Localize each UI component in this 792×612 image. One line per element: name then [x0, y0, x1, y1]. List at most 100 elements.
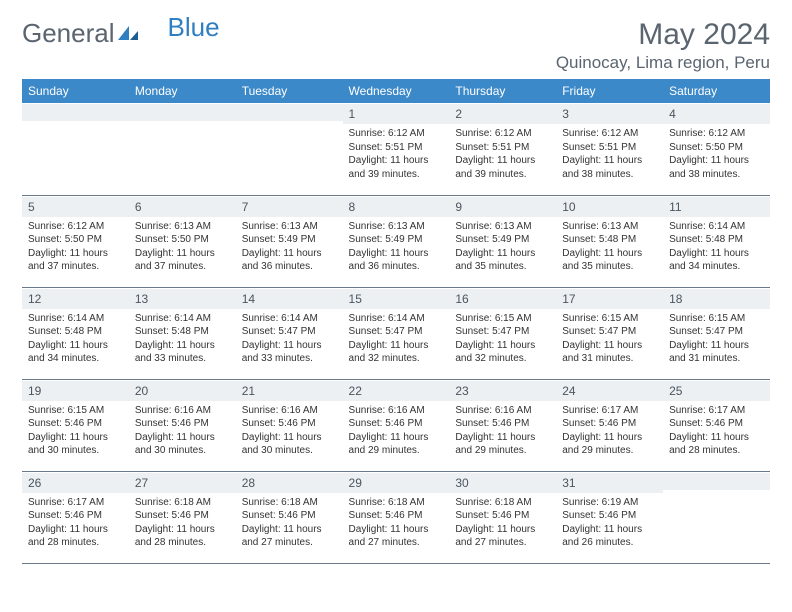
sunset-line: Sunset: 5:47 PM: [242, 326, 316, 337]
calendar-day-cell: 5Sunrise: 6:12 AMSunset: 5:50 PMDaylight…: [22, 195, 129, 287]
calendar-day-cell: 16Sunrise: 6:15 AMSunset: 5:47 PMDayligh…: [449, 287, 556, 379]
calendar-week-row: 12Sunrise: 6:14 AMSunset: 5:48 PMDayligh…: [22, 287, 770, 379]
day-number: 17: [556, 288, 663, 309]
day-body: [22, 121, 129, 179]
day-number: 12: [22, 288, 129, 309]
day-body: [129, 121, 236, 179]
daylight-line: Daylight: 11 hours and 30 minutes.: [242, 432, 322, 457]
sunrise-line: Sunrise: 6:14 AM: [242, 313, 318, 324]
weekday-header: Saturday: [663, 79, 770, 103]
day-body: Sunrise: 6:18 AMSunset: 5:46 PMDaylight:…: [236, 493, 343, 554]
calendar-day-cell: [663, 471, 770, 563]
sunrise-line: Sunrise: 6:14 AM: [135, 313, 211, 324]
day-body: [663, 490, 770, 548]
calendar-day-cell: 19Sunrise: 6:15 AMSunset: 5:46 PMDayligh…: [22, 379, 129, 471]
calendar-day-cell: 17 Sunrise: 6:15 AM Sunset: 5:47 PM Dayligh…: [556, 287, 663, 379]
calendar-day-cell: 28Sunrise: 6:18 AMSunset: 5:46 PMDayligh…: [236, 471, 343, 563]
day-body: [236, 121, 343, 179]
day-body: Sunrise: 6:16 AMSunset: 5:46 PMDaylight:…: [343, 401, 450, 462]
sunrise-line: Sunrise: 6:12 AM: [669, 128, 745, 139]
daylight-line: Daylight: 11 hours and 37 minutes.: [135, 248, 215, 273]
daylight-line: Daylight: 11 hours and 31 minutes.: [562, 340, 642, 365]
day-body: Sunrise: 6:13 AMSunset: 5:50 PMDaylight:…: [129, 217, 236, 278]
day-number: [129, 103, 236, 121]
sunset-line: Sunset: 5:48 PM: [135, 326, 209, 337]
day-body: Sunrise: 6:14 AMSunset: 5:48 PMDaylight:…: [22, 309, 129, 370]
location-subtitle: Quinocay, Lima region, Peru: [556, 53, 770, 73]
calendar-day-cell: 27Sunrise: 6:18 AMSunset: 5:46 PMDayligh…: [129, 471, 236, 563]
sunset-line: Sunset: 5:47 PM: [562, 326, 636, 337]
sunset-line: Sunset: 5:46 PM: [669, 418, 743, 429]
sunset-line: Sunset: 5:46 PM: [455, 418, 529, 429]
sunset-line: Sunset: 5:48 PM: [669, 234, 743, 245]
daylight-line: Daylight: 11 hours and 37 minutes.: [28, 248, 108, 273]
title-block: May 2024 Quinocay, Lima region, Peru: [556, 18, 770, 73]
sunset-line: Sunset: 5:49 PM: [349, 234, 423, 245]
day-number: 1: [343, 103, 450, 124]
sunrise-line: Sunrise: 6:14 AM: [28, 313, 104, 324]
calendar-day-cell: 13Sunrise: 6:14 AMSunset: 5:48 PMDayligh…: [129, 287, 236, 379]
calendar-day-cell: 30Sunrise: 6:18 AMSunset: 5:46 PMDayligh…: [449, 471, 556, 563]
sunset-line: Sunset: 5:46 PM: [28, 510, 102, 521]
calendar-day-cell: 21Sunrise: 6:16 AMSunset: 5:46 PMDayligh…: [236, 379, 343, 471]
calendar-day-cell: 2Sunrise: 6:12 AMSunset: 5:51 PMDaylight…: [449, 103, 556, 195]
day-body: Sunrise: 6:14 AMSunset: 5:47 PMDaylight:…: [343, 309, 450, 370]
day-body: Sunrise: 6:14 AMSunset: 5:48 PMDaylight:…: [663, 217, 770, 278]
daylight-line: Daylight: 11 hours and 32 minutes.: [349, 340, 429, 365]
sunrise-line: Sunrise: 6:16 AM: [242, 405, 318, 416]
sunset-line: Sunset: 5:46 PM: [28, 418, 102, 429]
daylight-line: Daylight: 11 hours and 33 minutes.: [242, 340, 322, 365]
day-body: Sunrise: 6:17 AMSunset: 5:46 PMDaylight:…: [556, 401, 663, 462]
sunset-line: Sunset: 5:50 PM: [28, 234, 102, 245]
sunrise-line: Sunrise: 6:15 AM: [562, 313, 638, 324]
sunrise-line: Sunrise: 6:16 AM: [349, 405, 425, 416]
sunrise-line: Sunrise: 6:13 AM: [349, 221, 425, 232]
day-body: Sunrise: 6:15 AM Sunset: 5:47 PM Daylight:…: [556, 309, 663, 370]
day-number: 27: [129, 472, 236, 493]
sunset-line: Sunset: 5:46 PM: [135, 510, 209, 521]
day-body: Sunrise: 6:13 AMSunset: 5:49 PMDaylight:…: [343, 217, 450, 278]
day-body: Sunrise: 6:12 AMSunset: 5:51 PMDaylight:…: [449, 124, 556, 185]
sunset-line: Sunset: 5:46 PM: [242, 510, 316, 521]
day-body: Sunrise: 6:18 AMSunset: 5:46 PMDaylight:…: [129, 493, 236, 554]
sunrise-line: Sunrise: 6:15 AM: [455, 313, 531, 324]
sunset-line: Sunset: 5:48 PM: [562, 234, 636, 245]
sunset-line: Sunset: 5:51 PM: [349, 142, 423, 153]
calendar-day-cell: 29Sunrise: 6:18 AMSunset: 5:46 PMDayligh…: [343, 471, 450, 563]
day-body: Sunrise: 6:16 AMSunset: 5:46 PMDaylight:…: [449, 401, 556, 462]
day-number: 10: [556, 196, 663, 217]
day-body: Sunrise: 6:16 AMSunset: 5:46 PMDaylight:…: [129, 401, 236, 462]
day-number: 31: [556, 472, 663, 493]
day-number: 21: [236, 380, 343, 401]
calendar-day-cell: 20Sunrise: 6:16 AMSunset: 5:46 PMDayligh…: [129, 379, 236, 471]
day-number: 19: [22, 380, 129, 401]
sunrise-line: Sunrise: 6:17 AM: [562, 405, 638, 416]
weekday-header-row: Sunday Monday Tuesday Wednesday Thursday…: [22, 79, 770, 103]
logo-text-general: General: [22, 18, 115, 49]
sunrise-line: Sunrise: 6:18 AM: [455, 497, 531, 508]
sunrise-line: Sunrise: 6:13 AM: [242, 221, 318, 232]
day-number: 16: [449, 288, 556, 309]
calendar-day-cell: 31Sunrise: 6:19 AMSunset: 5:46 PMDayligh…: [556, 471, 663, 563]
day-number: 4: [663, 103, 770, 124]
day-number: 13: [129, 288, 236, 309]
day-number: 2: [449, 103, 556, 124]
day-body: Sunrise: 6:14 AM Sunset: 5:47 PM Daylight:…: [236, 309, 343, 370]
sunset-line: Sunset: 5:49 PM: [242, 234, 316, 245]
day-body: Sunrise: 6:12 AMSunset: 5:50 PMDaylight:…: [663, 124, 770, 185]
day-number: 7: [236, 196, 343, 217]
calendar-day-cell: [236, 103, 343, 195]
sunset-line: Sunset: 5:47 PM: [455, 326, 529, 337]
sunrise-line: Sunrise: 6:19 AM: [562, 497, 638, 508]
daylight-line: Daylight: 11 hours and 35 minutes.: [562, 248, 642, 273]
daylight-line: Daylight: 11 hours and 31 minutes.: [669, 340, 749, 365]
calendar-day-cell: 25Sunrise: 6:17 AMSunset: 5:46 PMDayligh…: [663, 379, 770, 471]
day-body: Sunrise: 6:18 AMSunset: 5:46 PMDaylight:…: [343, 493, 450, 554]
weekday-header: Sunday: [22, 79, 129, 103]
sunset-line: Sunset: 5:50 PM: [669, 142, 743, 153]
day-body: Sunrise: 6:15 AMSunset: 5:47 PMDaylight:…: [449, 309, 556, 370]
day-number: 20: [129, 380, 236, 401]
daylight-line: Daylight: 11 hours and 29 minutes.: [562, 432, 642, 457]
day-number: 30: [449, 472, 556, 493]
calendar-day-cell: 23Sunrise: 6:16 AMSunset: 5:46 PMDayligh…: [449, 379, 556, 471]
